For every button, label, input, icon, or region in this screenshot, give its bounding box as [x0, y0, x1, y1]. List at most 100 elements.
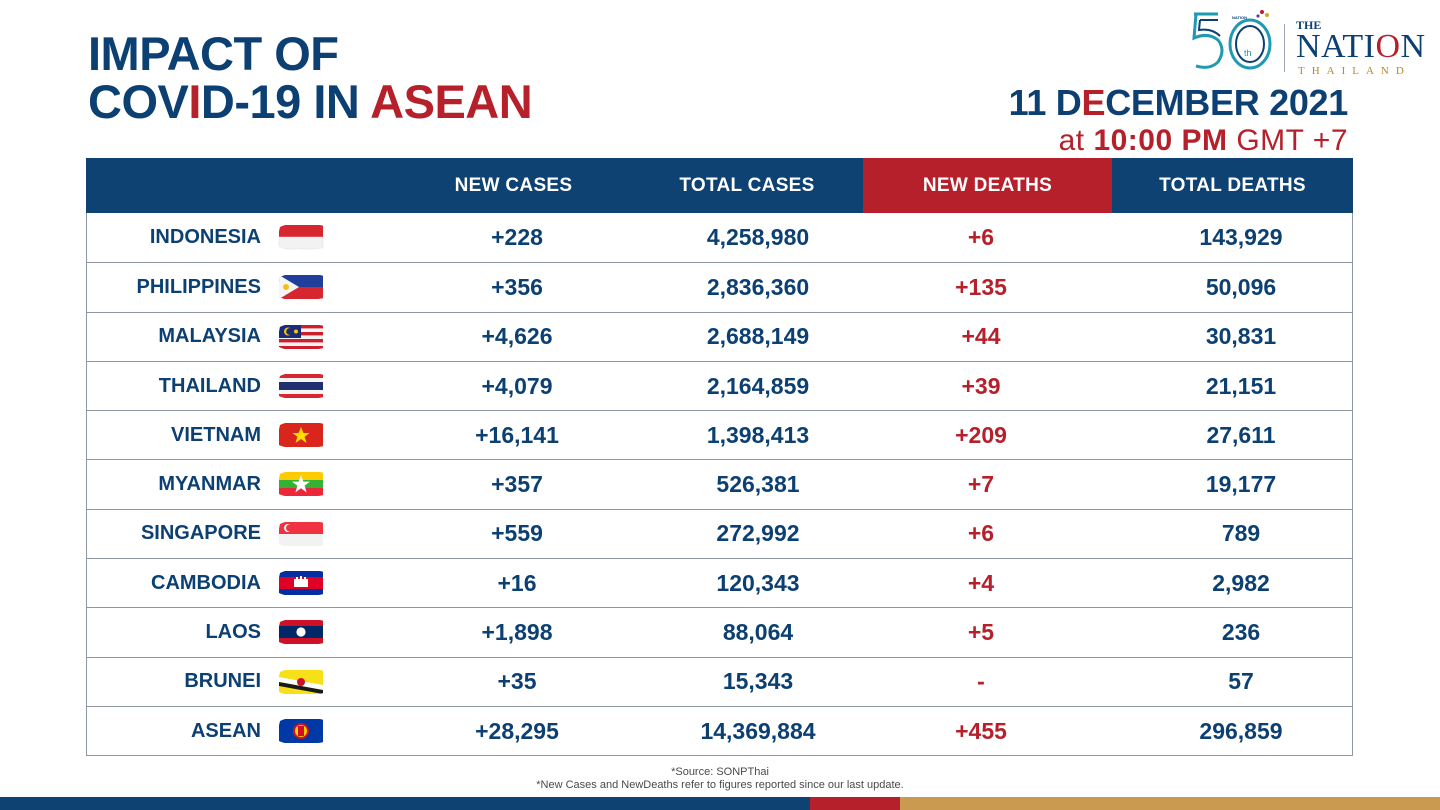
new-deaths-cell: -: [977, 668, 985, 695]
laos-flag-icon: [279, 620, 323, 645]
total-deaths-cell: 30,831: [1205, 323, 1277, 350]
new-deaths-cell: +5: [967, 619, 995, 646]
total-cases-cell: 120,343: [716, 569, 800, 596]
total-deaths-cell: 27,611: [1206, 421, 1276, 448]
total-cases-cell: 88,064: [722, 619, 794, 646]
cambodia-flag-icon: [279, 571, 323, 596]
table-row: LAOS +1,898 88,064 +5 236: [87, 607, 1352, 656]
total-cases-cell: 4,258,980: [706, 224, 810, 251]
new-deaths-cell: +7: [967, 471, 995, 498]
bottom-bar: [0, 797, 1440, 810]
total-deaths-cell: 789: [1221, 520, 1261, 547]
new-deaths-header-bg: [863, 158, 1112, 213]
date-part: CEMBER 2021: [1105, 82, 1348, 123]
singapore-flag-icon: [279, 521, 323, 546]
total-deaths-cell: 2,982: [1212, 569, 1270, 596]
logo-divider: [1284, 24, 1285, 72]
total-deaths-cell: 50,096: [1205, 273, 1277, 300]
total-cases-cell: 272,992: [716, 520, 800, 547]
fiftieth-anniversary-logo: th NATION: [1192, 10, 1272, 70]
table-row: VIETNAM +16,141 1,398,413 +209 27,611: [87, 410, 1352, 459]
logo-nation-part: N: [1400, 28, 1426, 65]
total-deaths-cell: 236: [1221, 619, 1261, 646]
anniversary-small: NATION: [1232, 15, 1247, 20]
country-name: BRUNEI: [184, 670, 261, 693]
total-cases-cell: 526,381: [716, 471, 800, 498]
total-deaths-cell: 143,929: [1199, 224, 1283, 251]
new-cases-cell: +35: [497, 668, 537, 695]
table-row: PHILIPPINES +356 2,836,360 +135 50,096: [87, 262, 1352, 311]
total-cases-cell: 15,343: [722, 668, 794, 695]
time-zone: GMT +7: [1227, 124, 1348, 157]
total-deaths-cell: 19,177: [1205, 471, 1277, 498]
date-part-accent: E: [1081, 82, 1106, 123]
logo-nation-o: O: [1375, 28, 1401, 65]
time-prefix: at: [1058, 124, 1094, 157]
table-row: MYANMAR +357 526,381 +7 19,177: [87, 459, 1352, 508]
source-note: *Source: SONPThai: [671, 766, 769, 778]
brunei-flag-icon: [279, 669, 323, 694]
new-deaths-cell: +135: [955, 273, 1007, 300]
new-deaths-cell: +455: [955, 717, 1007, 744]
new-cases-cell: +356: [491, 273, 543, 300]
total-cases-cell: 1,398,413: [706, 421, 810, 448]
indonesia-flag-icon: [278, 225, 324, 250]
anniversary-suffix: th: [1244, 48, 1252, 58]
philippines-flag-icon: [279, 275, 323, 300]
new-cases-cell: +559: [491, 520, 543, 547]
total-cases-cell: 2,836,360: [706, 273, 810, 300]
table-row: SINGAPORE +559 272,992 +6 789: [87, 508, 1352, 558]
page-title: IMPACT OF COVID-19 IN ASEAN: [88, 27, 533, 128]
table-header: NEW CASES TOTAL CASES NEW DEATHS TOTAL D…: [86, 158, 1353, 213]
header-total-cases: TOTAL CASES: [679, 175, 815, 196]
new-cases-cell: +228: [491, 224, 543, 251]
country-name: LAOS: [205, 621, 261, 644]
header-new-cases: NEW CASES: [454, 175, 573, 196]
asean-flag-icon: [279, 718, 323, 743]
thailand-flag-icon: [279, 373, 323, 398]
new-cases-cell: +28,295: [475, 717, 559, 744]
table-row: ASEAN +28,295 14,369,884 +455 296,859: [87, 705, 1352, 755]
time-value: 10:00 PM: [1093, 124, 1228, 157]
total-cases-cell: 2,164,859: [706, 372, 810, 399]
country-name: INDONESIA: [149, 226, 261, 249]
new-cases-cell: +16: [497, 569, 537, 596]
country-name: MALAYSIA: [158, 325, 261, 348]
country-name: ASEAN: [190, 719, 261, 742]
covid-table: NEW CASES TOTAL CASES NEW DEATHS TOTAL D…: [86, 158, 1353, 757]
logo-the: THE: [1296, 18, 1322, 32]
new-deaths-cell: +39: [961, 372, 1001, 399]
new-cases-cell: +4,626: [481, 323, 553, 350]
table-row: THAILAND +4,079 2,164,859 +39 21,151: [87, 360, 1352, 410]
new-deaths-cell: +44: [961, 323, 1001, 350]
the-nation-logo: th NATION THE NATION THAILAND: [1188, 8, 1433, 78]
country-name: MYANMAR: [158, 473, 261, 496]
total-deaths-cell: 296,859: [1199, 717, 1283, 744]
country-name: CAMBODIA: [151, 571, 261, 594]
title-part-accent: I: [188, 75, 201, 128]
update-note: *New Cases and NewDeaths refer to figure…: [536, 779, 904, 791]
myanmar-flag-icon: [279, 472, 323, 497]
logo-thailand: THAILAND: [1298, 65, 1411, 77]
new-cases-cell: +4,079: [481, 372, 553, 399]
logo-nation-part: NATI: [1296, 28, 1376, 65]
table-row: BRUNEI +35 15,343 - 57: [87, 656, 1352, 706]
bottom-bar-gold: [900, 797, 1440, 810]
new-deaths-cell: +6: [967, 224, 995, 251]
date-time: at 10:00 PM GMT +7: [1009, 124, 1348, 158]
new-deaths-cell: +209: [955, 421, 1007, 448]
total-cases-cell: 2,688,149: [706, 323, 810, 350]
title-line-1: IMPACT OF: [88, 27, 339, 80]
new-cases-cell: +357: [491, 471, 543, 498]
country-name: SINGAPORE: [140, 522, 261, 545]
new-deaths-cell: +6: [967, 520, 995, 547]
country-name: PHILIPPINES: [136, 275, 261, 298]
vietnam-flag-icon: [279, 423, 323, 448]
malaysia-flag-icon: [279, 324, 323, 349]
date-part: 11 D: [1008, 82, 1082, 123]
country-name: THAILAND: [158, 374, 261, 397]
total-deaths-cell: 21,151: [1205, 372, 1277, 399]
date-main: 11 DECEMBER 2021: [1008, 82, 1349, 123]
logo-nation: NATION: [1296, 30, 1426, 64]
total-cases-cell: 14,369,884: [700, 717, 816, 744]
